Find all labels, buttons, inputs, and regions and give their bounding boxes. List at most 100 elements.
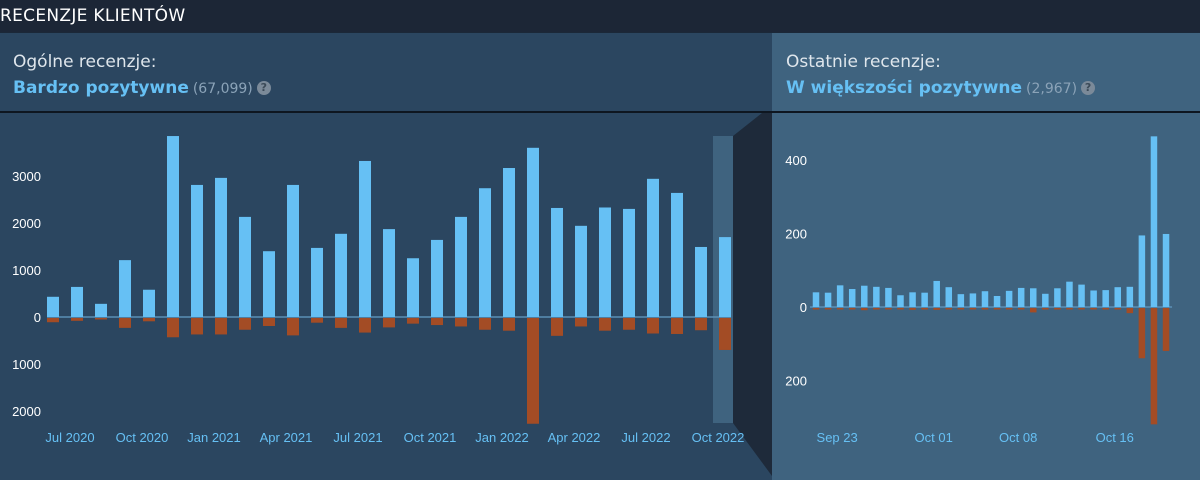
positive-bar[interactable] [957, 294, 965, 307]
negative-bar[interactable] [71, 318, 83, 321]
positive-bar[interactable] [1042, 293, 1049, 307]
help-icon[interactable]: ? [256, 81, 271, 95]
positive-bar[interactable] [503, 168, 515, 317]
positive-bar[interactable] [335, 233, 347, 317]
negative-bar[interactable] [945, 308, 953, 310]
negative-bar[interactable] [311, 318, 323, 323]
positive-bar[interactable] [191, 184, 203, 317]
negative-bar[interactable] [527, 318, 539, 424]
positive-bar[interactable] [1030, 288, 1037, 307]
negative-bar[interactable] [575, 318, 587, 327]
positive-bar[interactable] [1017, 287, 1025, 307]
positive-bar[interactable] [119, 260, 131, 317]
positive-bar[interactable] [71, 286, 83, 317]
positive-bar[interactable] [1078, 284, 1085, 307]
positive-bar[interactable] [993, 295, 1001, 307]
positive-bar[interactable] [1054, 288, 1061, 307]
positive-bar[interactable] [167, 136, 179, 317]
negative-bar[interactable] [719, 318, 731, 350]
negative-bar[interactable] [47, 318, 59, 323]
negative-bar[interactable] [824, 308, 832, 310]
negative-bar[interactable] [1017, 308, 1025, 310]
positive-bar[interactable] [671, 192, 683, 317]
positive-bar[interactable] [1162, 233, 1170, 307]
negative-bar[interactable] [287, 318, 299, 336]
negative-bar[interactable] [836, 308, 844, 310]
positive-bar[interactable] [873, 286, 880, 307]
positive-bar[interactable] [287, 184, 299, 317]
positive-bar[interactable] [383, 229, 395, 317]
negative-bar[interactable] [1042, 308, 1049, 310]
positive-bar[interactable] [551, 207, 563, 317]
negative-bar[interactable] [503, 318, 515, 331]
negative-bar[interactable] [143, 318, 155, 322]
positive-bar[interactable] [1138, 235, 1146, 307]
negative-bar[interactable] [119, 318, 131, 328]
positive-bar[interactable] [1150, 136, 1158, 307]
positive-bar[interactable] [909, 292, 916, 307]
negative-bar[interactable] [1126, 308, 1134, 314]
negative-bar[interactable] [885, 308, 892, 310]
negative-bar[interactable] [1030, 308, 1037, 313]
positive-bar[interactable] [897, 295, 904, 307]
negative-bar[interactable] [981, 308, 989, 310]
negative-bar[interactable] [1162, 308, 1170, 351]
help-icon[interactable]: ? [1081, 81, 1096, 95]
negative-bar[interactable] [1078, 308, 1085, 310]
positive-bar[interactable] [239, 216, 251, 317]
negative-bar[interactable] [599, 318, 611, 331]
positive-bar[interactable] [981, 291, 989, 307]
negative-bar[interactable] [623, 318, 635, 330]
positive-bar[interactable] [143, 289, 155, 317]
negative-bar[interactable] [191, 318, 203, 335]
negative-bar[interactable] [957, 308, 965, 310]
negative-bar[interactable] [383, 318, 395, 328]
positive-bar[interactable] [1102, 290, 1109, 307]
overall-summary-text[interactable]: Bardzo pozytywne [13, 78, 189, 98]
negative-bar[interactable] [215, 318, 227, 335]
positive-bar[interactable] [1066, 281, 1073, 307]
negative-bar[interactable] [95, 318, 107, 320]
negative-bar[interactable] [407, 318, 419, 324]
positive-bar[interactable] [921, 292, 928, 307]
positive-bar[interactable] [836, 285, 844, 307]
negative-bar[interactable] [969, 308, 977, 310]
positive-bar[interactable] [647, 178, 659, 317]
positive-bar[interactable] [359, 160, 371, 317]
positive-bar[interactable] [945, 287, 953, 307]
negative-bar[interactable] [647, 318, 659, 334]
negative-bar[interactable] [1090, 308, 1097, 310]
negative-bar[interactable] [695, 318, 707, 331]
positive-bar[interactable] [1005, 290, 1013, 307]
positive-bar[interactable] [599, 207, 611, 317]
negative-bar[interactable] [551, 318, 563, 336]
negative-bar[interactable] [812, 308, 820, 310]
positive-bar[interactable] [479, 188, 491, 317]
positive-bar[interactable] [1114, 287, 1122, 307]
negative-bar[interactable] [431, 318, 443, 326]
positive-bar[interactable] [455, 216, 467, 317]
positive-bar[interactable] [575, 225, 587, 317]
negative-bar[interactable] [993, 308, 1001, 310]
positive-bar[interactable] [1126, 286, 1134, 307]
negative-bar[interactable] [897, 308, 904, 310]
positive-bar[interactable] [824, 292, 832, 307]
negative-bar[interactable] [921, 308, 928, 310]
negative-bar[interactable] [263, 318, 275, 326]
positive-bar[interactable] [527, 147, 539, 317]
positive-bar[interactable] [848, 289, 856, 307]
positive-bar[interactable] [623, 208, 635, 317]
negative-bar[interactable] [167, 318, 179, 338]
negative-bar[interactable] [861, 308, 868, 311]
negative-bar[interactable] [1138, 308, 1146, 359]
negative-bar[interactable] [933, 308, 940, 310]
positive-bar[interactable] [812, 292, 820, 307]
negative-bar[interactable] [1066, 308, 1073, 310]
positive-bar[interactable] [311, 247, 323, 317]
negative-bar[interactable] [1005, 308, 1013, 310]
positive-bar[interactable] [969, 293, 977, 307]
negative-bar[interactable] [1150, 308, 1158, 425]
positive-bar[interactable] [695, 246, 707, 317]
positive-bar[interactable] [861, 285, 868, 307]
recent-summary-text[interactable]: W większości pozytywne [786, 78, 1023, 98]
